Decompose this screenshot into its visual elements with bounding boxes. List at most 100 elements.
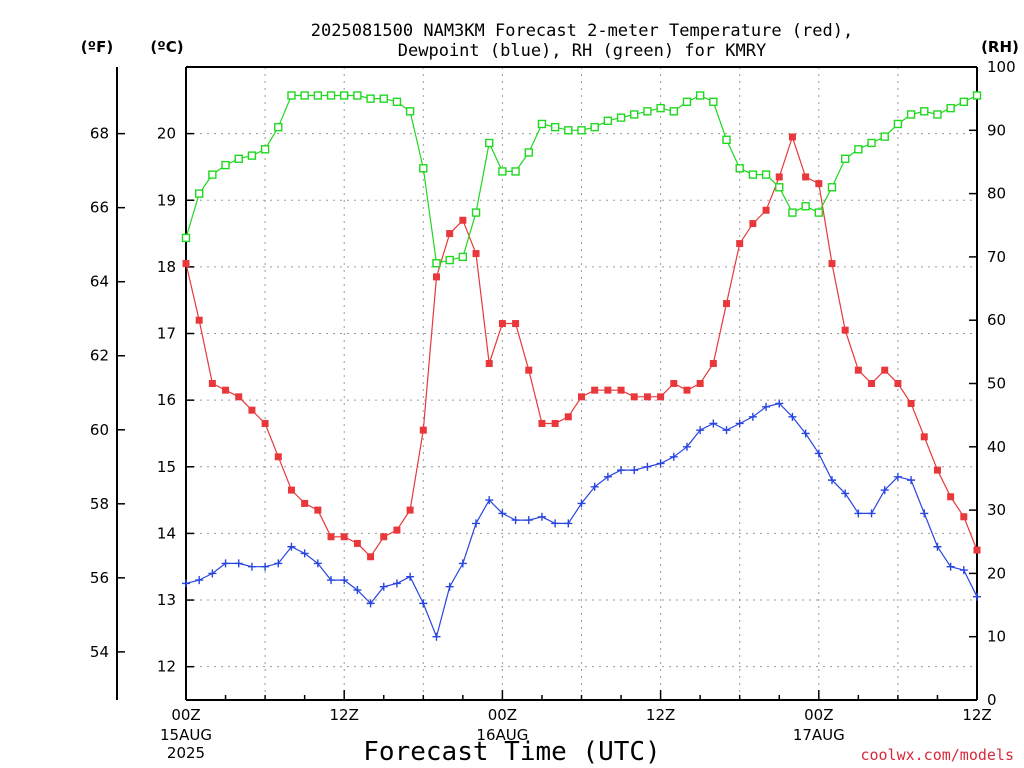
rh-point <box>432 259 441 268</box>
dewpoint-point <box>788 412 797 421</box>
dewpoint-point <box>366 599 375 608</box>
temperature-point <box>564 413 572 421</box>
axes <box>116 66 978 701</box>
dewpoint-point <box>617 466 626 475</box>
temperature-point <box>617 386 625 394</box>
dewpoint-point <box>432 632 441 641</box>
temperature-point <box>459 216 467 224</box>
dewpoint-point <box>551 519 560 528</box>
dewpoint-point <box>498 509 507 518</box>
temperature-point <box>709 360 717 368</box>
rh-tick-label: 20 <box>987 564 1006 582</box>
temperature-point <box>920 433 928 441</box>
rh-tick-label: 100 <box>987 58 1016 76</box>
temperature-point <box>353 539 361 547</box>
temperature-point <box>248 406 256 414</box>
rh-point <box>458 252 468 262</box>
rh-point <box>854 145 863 154</box>
temperature-point <box>380 533 388 541</box>
rh-point <box>287 91 296 100</box>
chart-title-line1: 2025081500 NAM3KM Forecast 2-meter Tempe… <box>311 21 853 41</box>
temperature-point <box>551 419 559 427</box>
dewpoint-point <box>933 542 942 551</box>
rh-point <box>709 97 718 107</box>
rh-point <box>419 164 428 173</box>
dewpoint-point <box>656 459 665 468</box>
rh-unit-label: (RH) <box>981 38 1019 56</box>
rh-point <box>933 110 942 119</box>
rh-tick-label: 0 <box>987 691 997 709</box>
celsius-tick-label: 15 <box>157 458 176 476</box>
dewpoint-point <box>406 572 415 581</box>
rh-point <box>735 164 744 173</box>
rh-tick-label: 30 <box>987 501 1006 519</box>
rh-point <box>564 126 573 135</box>
temperature-point <box>432 273 440 281</box>
temperature-point <box>815 180 823 188</box>
dewpoint-point <box>630 466 639 475</box>
rh-point <box>313 91 323 100</box>
rh-point <box>181 233 191 243</box>
rh-point <box>880 132 889 141</box>
dewpoint-point <box>327 576 336 585</box>
dewpoint-point <box>195 576 204 585</box>
celsius-tick-label: 16 <box>157 391 176 409</box>
dewpoint-point <box>880 486 889 495</box>
rh-point <box>643 107 652 116</box>
dewpoint-point <box>841 489 850 498</box>
dewpoint-point <box>722 426 731 435</box>
dewpoint-point <box>973 592 981 601</box>
rh-tick-label: 40 <box>987 438 1006 456</box>
dewpoint-point <box>247 562 256 571</box>
dewpoint-point <box>682 442 691 451</box>
celsius-unit-label: (ºC) <box>150 38 183 56</box>
dewpoint-point <box>379 582 388 591</box>
temperature-point <box>498 320 506 328</box>
rh-point <box>247 151 257 160</box>
temperature-point <box>314 506 322 514</box>
rh-point <box>274 122 283 132</box>
temperature-point <box>775 173 783 181</box>
dewpoint-point <box>735 419 744 428</box>
temperature-point <box>960 513 968 521</box>
fahrenheit-tick-label: 62 <box>90 347 109 365</box>
temperature-point <box>670 380 678 387</box>
celsius-tick-label: 18 <box>157 258 176 276</box>
celsius-tick-label: 17 <box>157 325 176 343</box>
rh-point <box>511 167 520 176</box>
rh-point <box>260 145 270 154</box>
dewpoint-point <box>511 516 520 525</box>
grid-lines <box>186 67 977 700</box>
temperature-point <box>222 386 230 394</box>
rh-point <box>485 138 494 148</box>
rh-point <box>630 110 639 119</box>
temperature-point <box>657 393 665 401</box>
temperature-point <box>274 453 282 461</box>
rh-tick-label: 80 <box>987 185 1006 203</box>
rh-point <box>524 148 533 157</box>
x-tick-label: 17AUG <box>793 726 845 744</box>
x-tick-label: 00Z <box>171 706 200 724</box>
temperature-point <box>630 393 638 401</box>
temperature-point <box>472 250 480 258</box>
temperature-point <box>788 133 796 141</box>
fahrenheit-unit-label: (ºF) <box>81 38 113 56</box>
dewpoint-point <box>234 559 243 568</box>
temperature-point <box>287 486 295 494</box>
temperature-point <box>538 419 546 427</box>
dewpoint-point <box>313 559 322 568</box>
rh-tick-label: 70 <box>987 248 1006 266</box>
temperature-point <box>261 419 269 427</box>
dewpoint-point <box>959 566 968 575</box>
rh-point <box>748 170 758 179</box>
temperature-point <box>367 553 375 561</box>
dewpoint-point <box>827 476 836 485</box>
temperature-point <box>327 533 335 541</box>
rh-point <box>550 122 560 132</box>
temperature-point <box>894 380 902 387</box>
rh-point <box>893 119 903 129</box>
dewpoint-point <box>564 519 573 528</box>
fahrenheit-tick-label: 58 <box>90 495 109 513</box>
temperature-point <box>749 220 757 228</box>
x-tick-label: 00Z <box>804 706 833 724</box>
